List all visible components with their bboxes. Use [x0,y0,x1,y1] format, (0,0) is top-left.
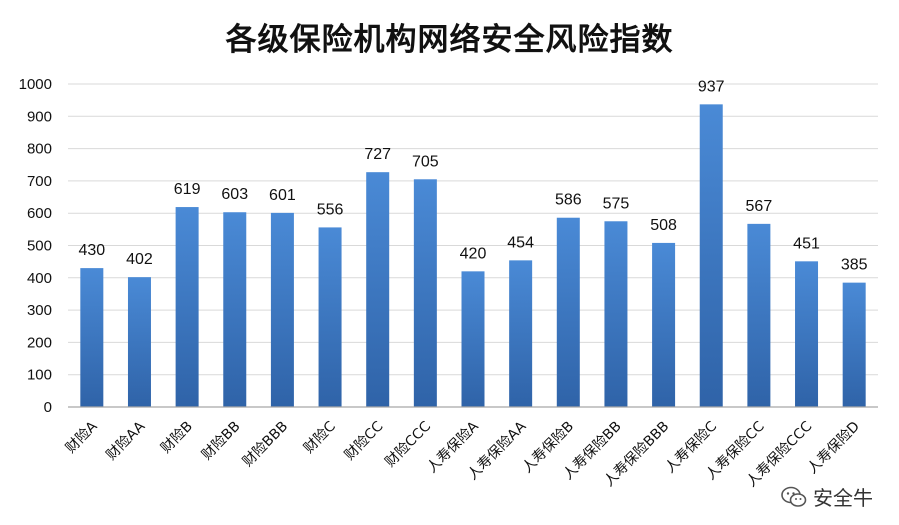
bars [80,104,866,407]
watermark: 安全牛 [777,480,877,513]
data-label: 619 [174,181,201,198]
data-label: 567 [746,198,773,215]
x-tick-label: 财险C [301,418,339,456]
bar [127,277,151,407]
y-tick-label: 800 [27,141,52,158]
data-label: 402 [126,251,153,268]
x-tick-label: 财险BBB [240,419,291,470]
y-tick-label: 600 [27,205,52,222]
y-tick-label: 500 [27,238,52,255]
y-tick-label: 700 [27,173,52,190]
data-labels: 430 402 619 603 601 556 727 705 420 454 586 575 508 9… [78,78,867,273]
data-label: 937 [698,78,725,95]
x-tick-label: 财险B [158,419,196,457]
y-axis-ticks: 0 100 200 300 400 500 600 700 800 900 1000 [19,76,52,416]
data-label: 603 [221,186,248,203]
bar [556,217,580,407]
data-label: 575 [603,195,630,212]
data-label: 451 [793,235,820,252]
data-label: 601 [269,187,296,204]
data-label: 705 [412,153,439,170]
bar [80,268,104,407]
data-label: 508 [650,217,677,234]
x-tick-label: 财险BB [199,419,244,464]
x-tick-label: 人寿保险D [804,418,863,477]
data-label: 556 [317,201,344,218]
bar [461,271,485,407]
data-label: 454 [507,234,534,251]
chart-title: 各级保险机构网络安全风险指数 [225,22,674,58]
data-label: 385 [841,257,868,274]
bar [270,212,294,407]
x-tick-label: 财险CC [342,418,387,463]
bar [318,227,342,407]
y-tick-label: 0 [44,399,52,416]
data-label: 430 [78,242,105,259]
bar [223,212,247,407]
data-label: 420 [460,245,487,262]
bar [652,242,676,407]
x-tick-label: 财险AA [103,418,148,463]
watermark-text: 安全牛 [813,486,873,510]
y-tick-label: 100 [27,367,52,384]
y-tick-label: 300 [27,302,52,319]
data-label: 727 [364,146,391,163]
y-tick-label: 400 [27,270,52,287]
y-tick-label: 1000 [19,76,52,93]
bar [842,282,866,407]
bar [509,260,533,407]
bar [699,104,723,407]
x-tick-label: 财险A [63,418,101,456]
bar [175,207,199,407]
y-tick-label: 900 [27,108,52,125]
bar [747,223,771,407]
bar [795,261,819,407]
bar [413,179,437,407]
wechat-icon [781,486,807,507]
bar [604,221,628,407]
data-label: 586 [555,192,582,209]
bar [366,172,390,407]
y-tick-label: 200 [27,334,52,351]
